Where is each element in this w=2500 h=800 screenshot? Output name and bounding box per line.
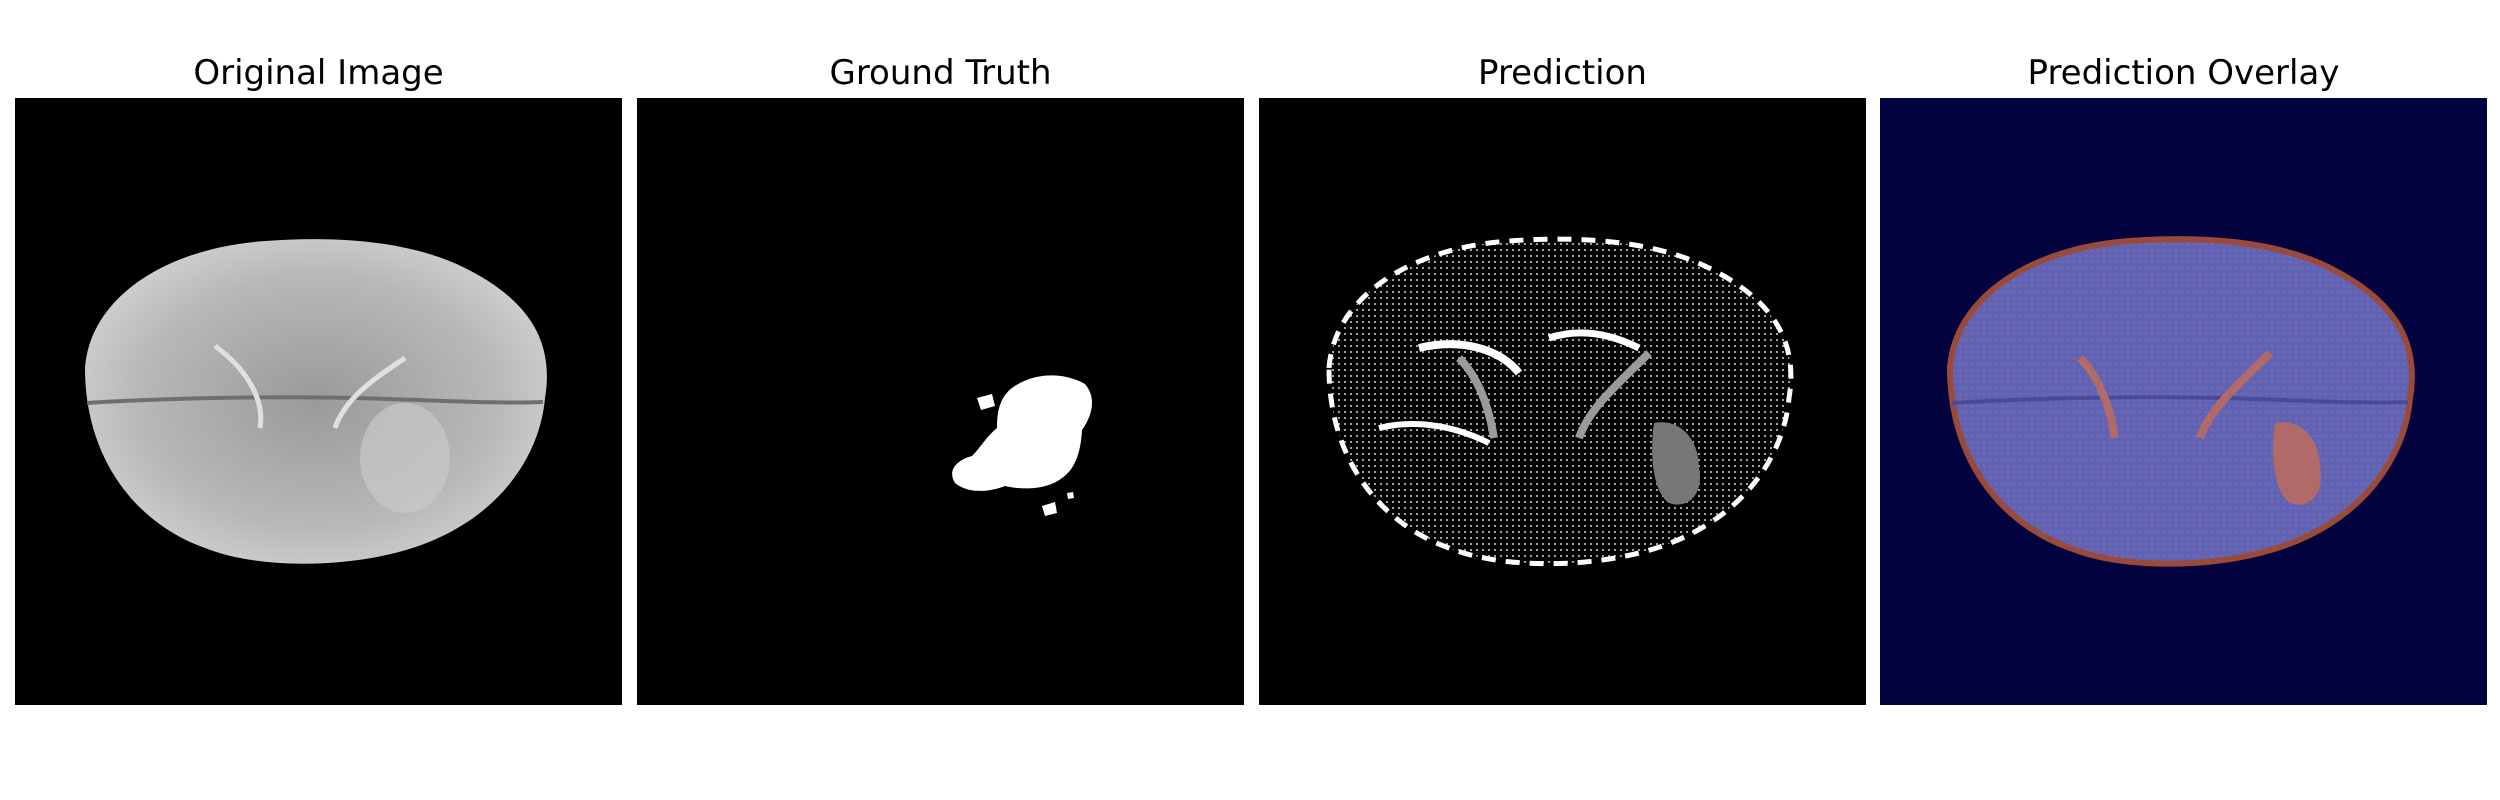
panel-title: Prediction Overlay [2027, 53, 2340, 93]
panel-title: Original Image [193, 53, 444, 93]
ground-truth-mask [637, 98, 1244, 705]
prediction-mask [1259, 98, 1866, 705]
panel-title: Prediction [1478, 53, 1647, 93]
panel-ground-truth: Ground Truth [637, 50, 1244, 705]
panel-prediction: Prediction [1259, 50, 1866, 705]
original-brain-image [15, 98, 622, 705]
panel-original-image: Original Image [15, 50, 622, 705]
prediction-overlay-image [1880, 98, 2487, 705]
panel-prediction-overlay: Prediction Overlay [1880, 50, 2487, 705]
panel-title: Ground Truth [829, 53, 1052, 93]
